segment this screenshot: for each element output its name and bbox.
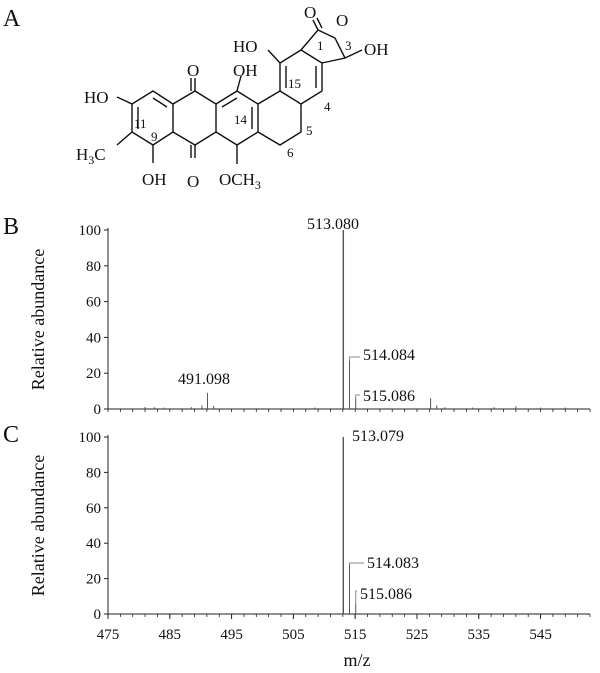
ring-number-9: 9 [151, 129, 158, 144]
ring-number-11: 11 [134, 116, 147, 131]
atom-carbonyl-o: O [304, 3, 316, 22]
atom-h3c: H3C [76, 145, 106, 167]
panel-letter-c: C [3, 422, 19, 448]
panel-letter-b: B [3, 214, 19, 240]
h3c-c: C [94, 145, 105, 164]
x-tick-label: 475 [97, 627, 120, 643]
ring-bonds-right [279, 49, 323, 105]
atom-och3: OCH3 [219, 170, 261, 192]
x-tick-label: 495 [220, 627, 243, 643]
peak-label: 491.098 [178, 371, 230, 388]
x-axis-title: m/z [344, 650, 371, 670]
y-tick-label: 100 [79, 430, 102, 446]
x-tick-label: 505 [282, 627, 305, 643]
h3c-h: H [76, 145, 88, 164]
ring-bonds-dihydro [257, 90, 302, 146]
spectrum-panel-b: 0 20 40 60 80 100 Relative abundance 491.098 513… [28, 216, 591, 418]
atom-o-quinone-top: O [187, 61, 199, 80]
peak-label: 515.086 [360, 586, 412, 603]
ring-number-1: 1 [317, 38, 324, 53]
ring-double-bonds-right [285, 66, 317, 88]
y-tick-label: 60 [86, 295, 101, 311]
lactone-bonds [300, 29, 347, 64]
peak-leader [355, 394, 360, 399]
ring-number-5: 5 [306, 123, 313, 138]
och3-text: OCH [219, 170, 255, 189]
atom-ho-top: HO [233, 37, 258, 56]
atom-oh-mid-top: OH [233, 61, 258, 80]
atom-ho-left: HO [84, 88, 109, 107]
y-tick-label: 40 [86, 330, 101, 346]
y-axis-title: Relative abundance [28, 455, 48, 596]
y-axis-title: Relative abundance [28, 249, 48, 390]
y-tick-label: 0 [94, 402, 102, 418]
peak-label: 514.084 [363, 347, 415, 364]
peak-label: 515.086 [363, 388, 415, 405]
y-tick-label: 20 [86, 366, 101, 382]
ring-double-bonds-middle [221, 97, 253, 129]
peak-leader [349, 356, 360, 361]
peak-label: 513.080 [307, 216, 359, 233]
spectrum-panel-c: 0 20 40 60 80 100 Relative abundance 475 485 495 5… [28, 428, 591, 670]
ring-number-4: 4 [324, 99, 331, 114]
atom-oh-top-right: OH [364, 40, 389, 59]
ring-double-bonds-left [137, 97, 168, 129]
ring-number-15: 15 [288, 76, 301, 91]
x-tick-label: 515 [344, 627, 367, 643]
y-tick-label: 80 [86, 259, 101, 275]
ring-bonds-middle [215, 90, 259, 146]
peak-leader [349, 562, 364, 565]
h3c-sub: 3 [88, 153, 94, 167]
y-tick-label: 60 [86, 501, 101, 517]
y-tick-label: 80 [86, 465, 101, 481]
x-tick-label: 535 [468, 627, 491, 643]
substituent-bonds [116, 17, 363, 164]
x-tick-label: 525 [406, 627, 429, 643]
och3-sub: 3 [255, 178, 261, 192]
ring-number-3: 3 [345, 38, 352, 53]
ring-bonds-quinone [172, 90, 217, 146]
x-tick-label: 485 [159, 627, 182, 643]
atom-ring-o: O [336, 11, 348, 30]
atom-oh-bottom: OH [142, 170, 167, 189]
y-tick-label: 0 [94, 607, 102, 623]
y-tick-label: 40 [86, 536, 101, 552]
ring-number-6: 6 [287, 145, 294, 160]
ring-number-14: 14 [234, 112, 248, 127]
panel-letter-a: A [3, 6, 21, 32]
peak-leader [355, 590, 357, 604]
x-tick-label: 545 [529, 627, 552, 643]
peak-label: 513.079 [352, 428, 404, 445]
y-tick-label: 100 [79, 223, 102, 239]
y-tick-label: 20 [86, 572, 101, 588]
chemical-structure: O O OH HO O OH HO H3C OH O OCH3 1 3 15 4… [76, 3, 389, 192]
peak-label: 514.083 [367, 555, 419, 572]
atom-o-quinone-bottom: O [187, 172, 199, 191]
